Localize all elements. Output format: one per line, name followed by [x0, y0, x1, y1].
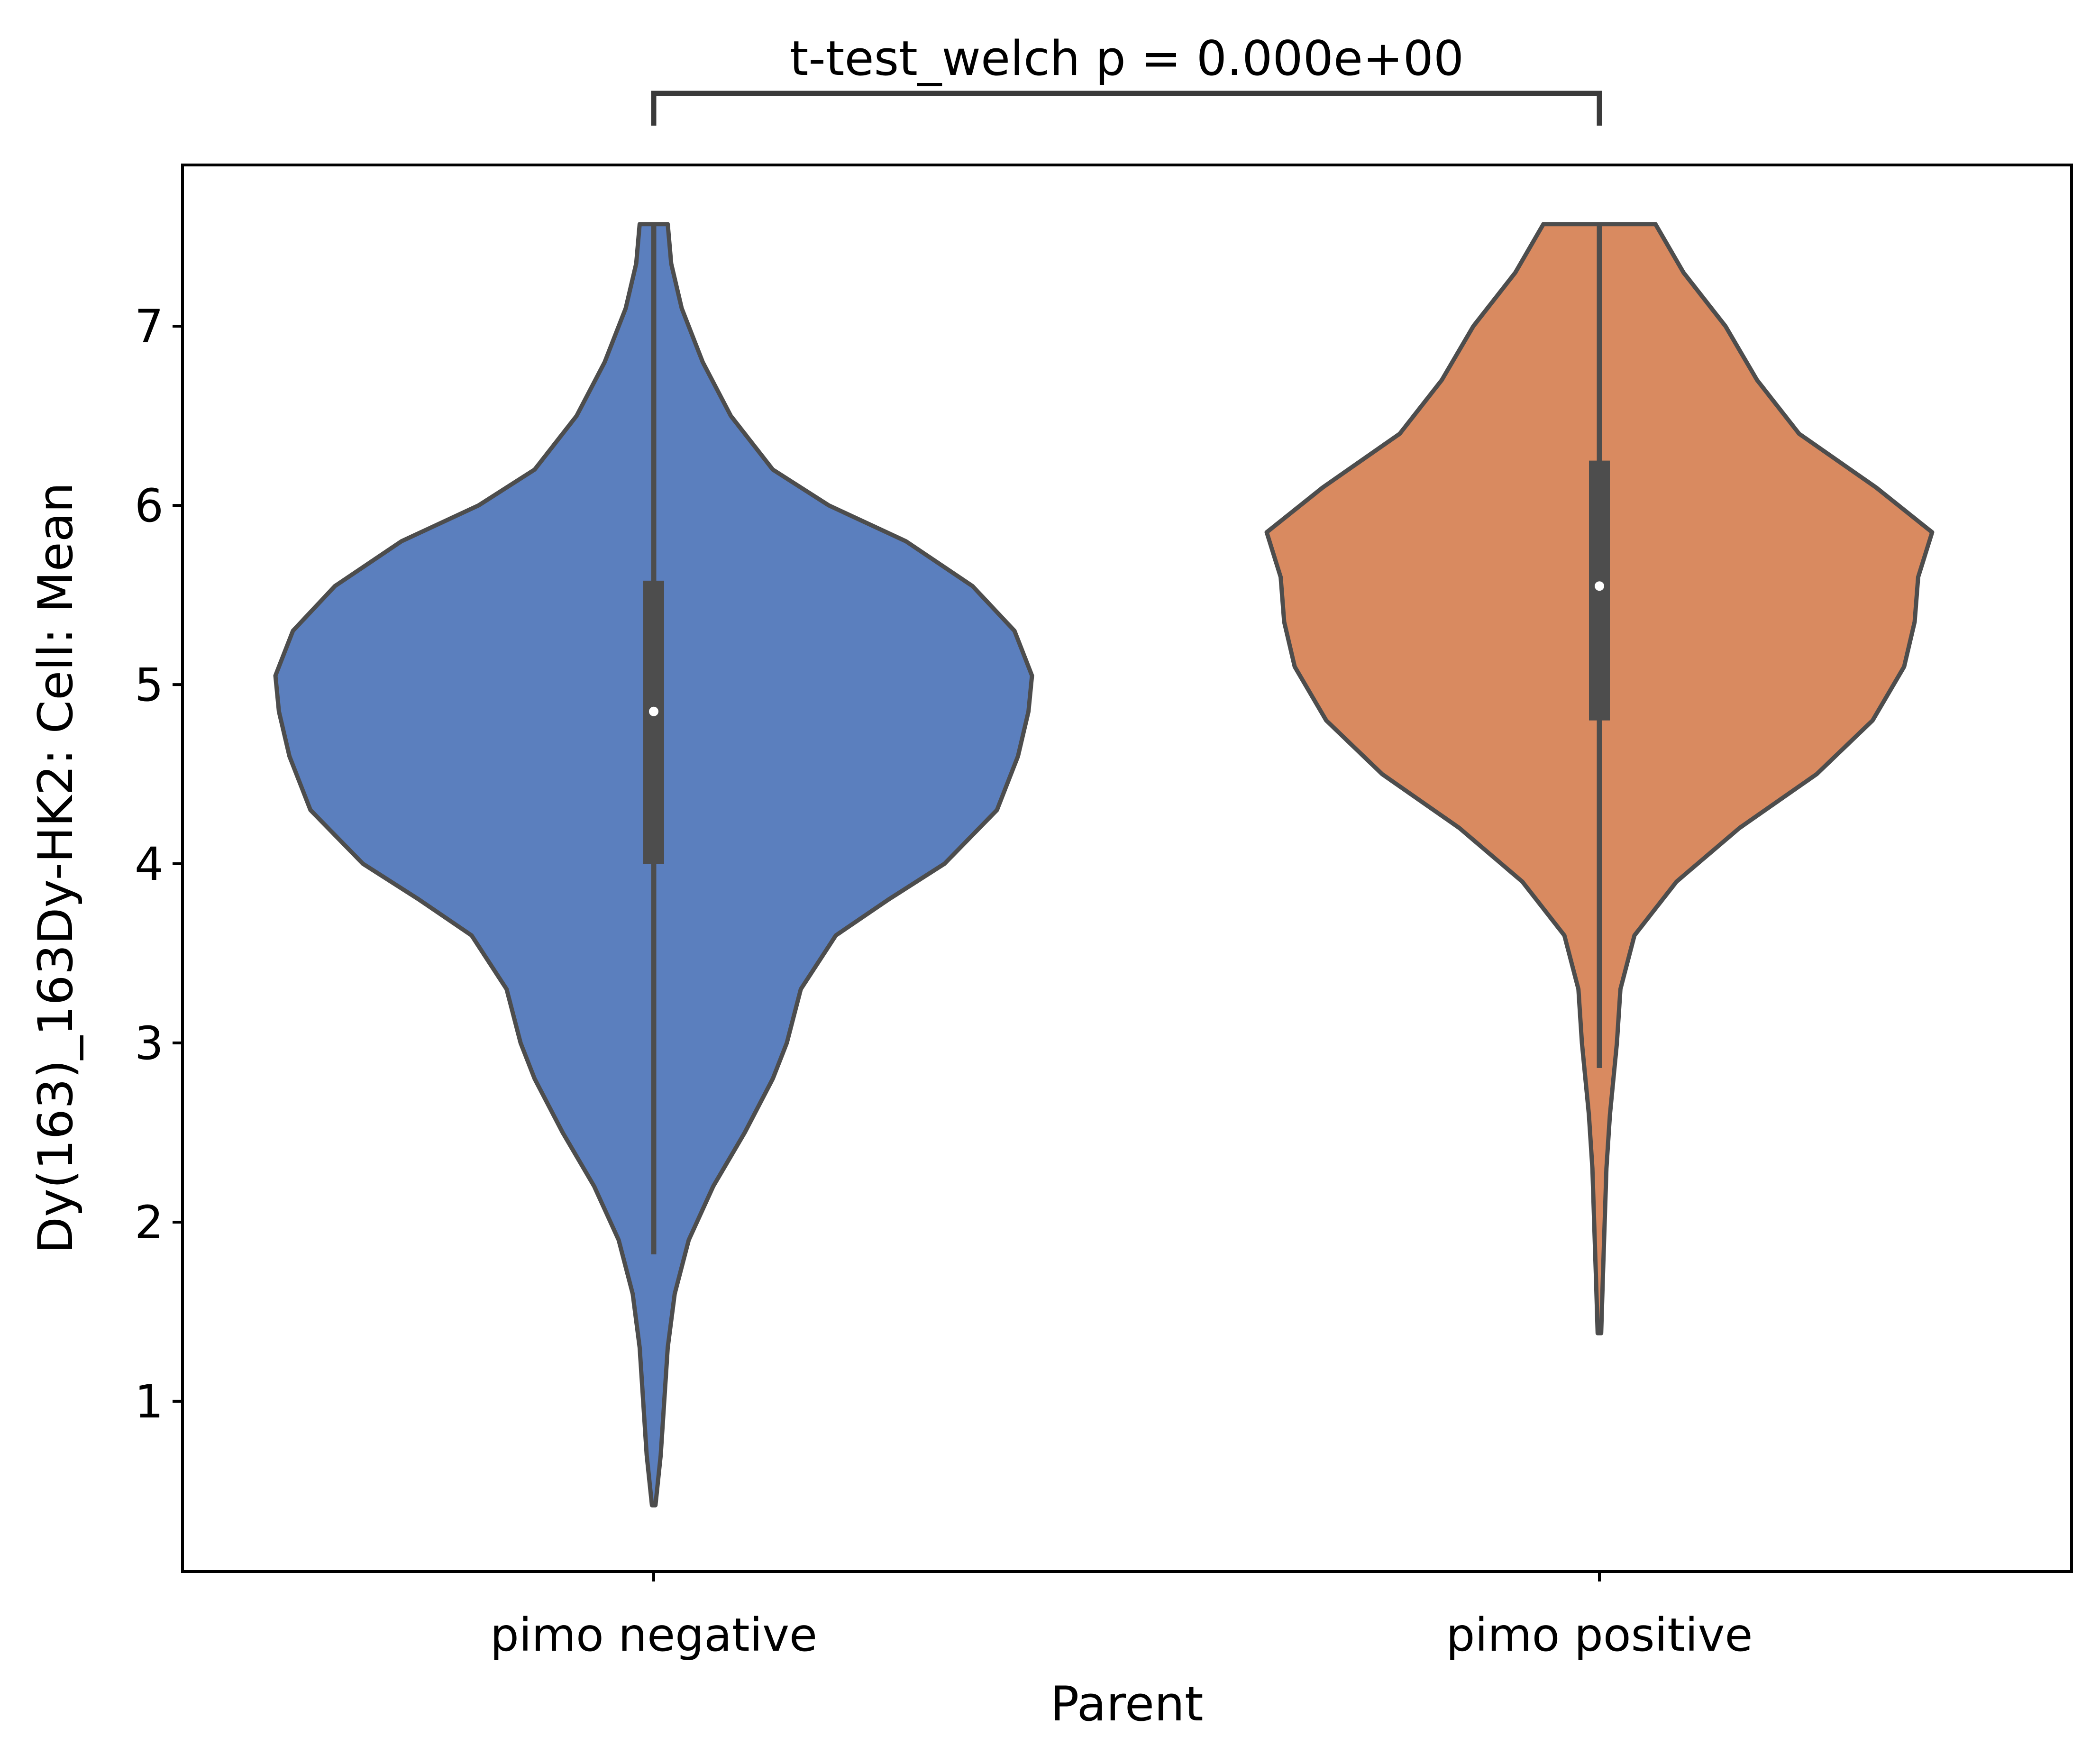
median-point-pimo-positive: [1595, 581, 1604, 591]
x-axis: pimo negative pimo positive: [490, 1572, 1753, 1662]
y-tick-label: 4: [135, 838, 164, 891]
y-tick-label: 5: [135, 658, 164, 712]
x-tick-label: pimo negative: [490, 1609, 817, 1662]
significance-bracket: [651, 91, 1602, 126]
boxes-layer: [643, 224, 1610, 1255]
iqr-box-pimo-negative: [643, 580, 664, 864]
plot-frame: [181, 164, 2073, 1573]
y-tick-label: 3: [135, 1017, 164, 1070]
y-axis: 1 2 3 4 5 6 7: [135, 300, 183, 1428]
y-tick-label: 7: [135, 300, 164, 353]
significance-label: t-test_welch p = 0.000e+00: [790, 30, 1464, 86]
x-tick-label: pimo positive: [1446, 1609, 1753, 1662]
x-axis-title: Parent: [1050, 1676, 1203, 1732]
median-point-pimo-negative: [649, 706, 658, 716]
significance-annotation: t-test_welch p = 0.000e+00: [651, 30, 1602, 126]
y-axis-title: Dy(163)_163Dy-HK2: Cell: Mean: [27, 482, 83, 1253]
y-tick-label: 1: [135, 1375, 164, 1428]
y-tick-label: 6: [135, 479, 164, 532]
y-tick-label: 2: [135, 1196, 164, 1249]
